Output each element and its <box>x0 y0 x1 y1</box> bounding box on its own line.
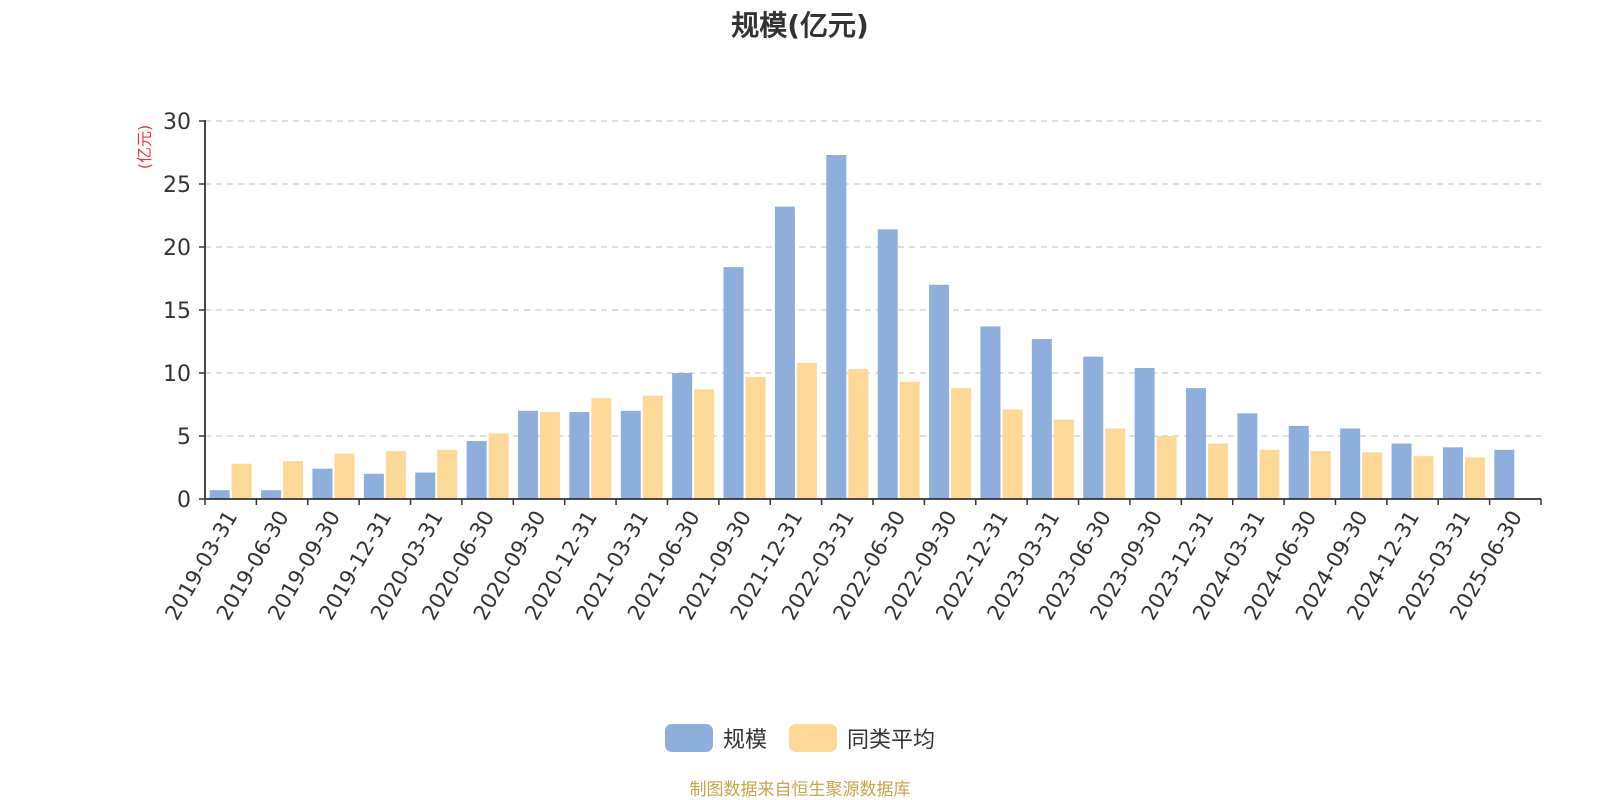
bar-peer-average[interactable] <box>591 398 612 499</box>
bar-scale[interactable] <box>826 155 847 499</box>
bar-scale[interactable] <box>1031 338 1052 499</box>
bar-peer-average[interactable] <box>745 376 766 499</box>
bar-peer-average[interactable] <box>694 389 715 499</box>
bar-peer-average[interactable] <box>1310 451 1331 499</box>
bar-peer-average[interactable] <box>540 412 560 499</box>
bar-peer-average[interactable] <box>231 463 252 499</box>
bar-scale[interactable] <box>620 410 641 499</box>
y-axis-label: (亿元) <box>135 125 154 170</box>
bar-peer-average[interactable] <box>848 369 869 499</box>
bar-scale[interactable] <box>312 468 333 499</box>
legend-label-scale: 规模 <box>722 728 767 753</box>
bar-scale[interactable] <box>1186 388 1206 499</box>
bars <box>209 155 1515 500</box>
bar-peer-average[interactable] <box>951 388 972 499</box>
bar-scale[interactable] <box>1237 413 1258 499</box>
y-tick-label: 15 <box>163 299 191 324</box>
bar-peer-average[interactable] <box>488 433 509 499</box>
legend-item-scale[interactable]: 规模 <box>664 722 767 754</box>
bar-peer-average[interactable] <box>334 453 355 499</box>
bar-scale[interactable] <box>363 473 384 499</box>
y-tick-label: 25 <box>163 173 191 198</box>
bar-scale[interactable] <box>209 490 230 499</box>
bar-scale[interactable] <box>518 410 538 499</box>
y-tick-label: 0 <box>177 488 191 513</box>
bar-peer-average[interactable] <box>642 395 663 499</box>
bar-peer-average[interactable] <box>796 362 817 499</box>
bar-peer-average[interactable] <box>1053 419 1074 499</box>
bar-scale[interactable] <box>980 326 1001 499</box>
bar-scale[interactable] <box>877 229 898 500</box>
bar-scale[interactable] <box>261 490 282 499</box>
bar-peer-average[interactable] <box>899 381 920 499</box>
bar-scale[interactable] <box>1494 449 1515 499</box>
bar-scale[interactable] <box>1391 443 1412 499</box>
bar-peer-average[interactable] <box>1002 409 1023 499</box>
bar-scale[interactable] <box>929 284 950 499</box>
axes <box>199 120 1542 505</box>
legend: 规模 同类平均 <box>0 722 1600 754</box>
legend-label-peer-average: 同类平均 <box>847 728 936 753</box>
bar-peer-average[interactable] <box>385 451 406 499</box>
bar-peer-average[interactable] <box>1105 428 1126 499</box>
bar-peer-average[interactable] <box>1156 436 1177 499</box>
bar-scale[interactable] <box>1442 447 1463 499</box>
data-source-note: 制图数据来自恒生聚源数据库 <box>689 780 911 800</box>
bar-scale[interactable] <box>569 412 590 499</box>
legend-swatch-peer-average <box>789 724 837 752</box>
bar-peer-average[interactable] <box>1208 443 1228 499</box>
bar-scale[interactable] <box>1340 428 1361 499</box>
bar-scale[interactable] <box>1288 425 1309 499</box>
bar-peer-average[interactable] <box>1413 456 1434 499</box>
gridlines <box>205 120 1541 437</box>
chart-title: 规模(亿元) <box>731 9 869 42</box>
bar-peer-average[interactable] <box>1362 452 1383 499</box>
bar-peer-average[interactable] <box>283 461 304 499</box>
legend-item-peer-average[interactable]: 同类平均 <box>789 722 935 754</box>
y-tick-label: 20 <box>163 236 191 261</box>
bar-peer-average[interactable] <box>1464 457 1485 499</box>
bar-scale[interactable] <box>1134 367 1155 499</box>
y-tick-label: 10 <box>163 362 191 387</box>
bar-scale[interactable] <box>466 441 487 499</box>
legend-swatch-scale <box>664 724 713 752</box>
bar-scale[interactable] <box>774 206 795 499</box>
y-tick-label: 30 <box>163 110 191 135</box>
bar-scale[interactable] <box>415 472 436 499</box>
bar-scale[interactable] <box>723 267 744 499</box>
y-tick-label: 5 <box>177 425 191 450</box>
bar-peer-average[interactable] <box>437 449 458 499</box>
bar-scale[interactable] <box>672 373 693 499</box>
bar-peer-average[interactable] <box>1259 449 1280 499</box>
bar-scale[interactable] <box>1083 356 1104 499</box>
